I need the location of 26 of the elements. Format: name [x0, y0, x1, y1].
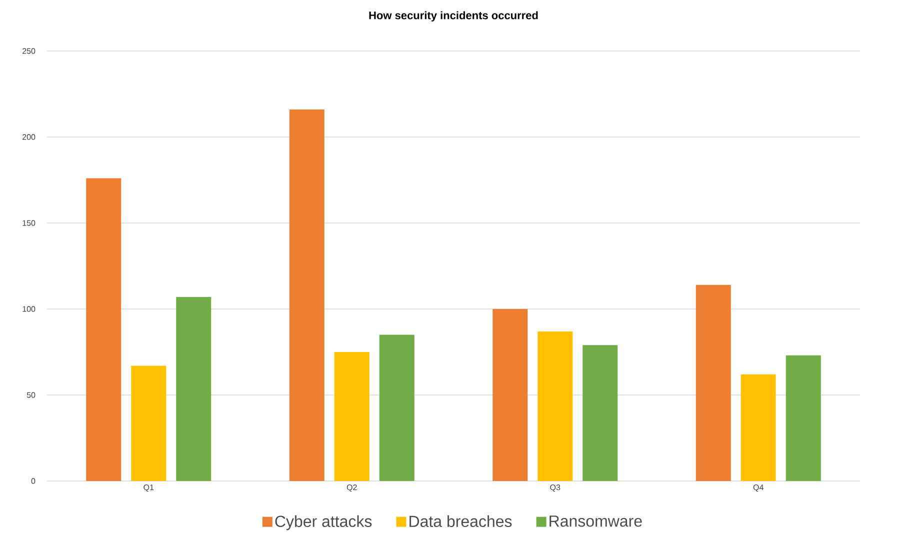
- bar: [696, 284, 731, 481]
- y-tick-label: 150: [22, 220, 36, 226]
- legend-label: Ransomware: [550, 516, 642, 527]
- legend-label: Data breaches: [410, 515, 512, 528]
- y-tick-label: 50: [26, 392, 36, 398]
- y-tick-label: 0: [31, 478, 36, 484]
- y-tick-label: 250: [22, 48, 36, 54]
- chart-title: How security incidents occurred: [369, 11, 538, 22]
- bar: [538, 331, 573, 481]
- x-tick-label: Q3: [550, 484, 560, 492]
- bar: [131, 366, 166, 481]
- x-tick-label: Q4: [753, 484, 764, 492]
- bar: [582, 345, 618, 481]
- legend-label: Cyber attacks: [275, 515, 372, 530]
- bar: [379, 334, 414, 481]
- bar: [176, 296, 212, 481]
- bar: [740, 374, 776, 481]
- x-tick-label: Q2: [346, 484, 357, 492]
- y-tick-label: 100: [22, 306, 36, 312]
- bar: [86, 178, 122, 481]
- bar: [786, 355, 821, 481]
- x-tick-label: Q1: [144, 484, 154, 492]
- bar: [289, 109, 324, 481]
- y-tick-label: 200: [22, 134, 36, 140]
- bar: [492, 308, 528, 481]
- bar: [334, 352, 370, 481]
